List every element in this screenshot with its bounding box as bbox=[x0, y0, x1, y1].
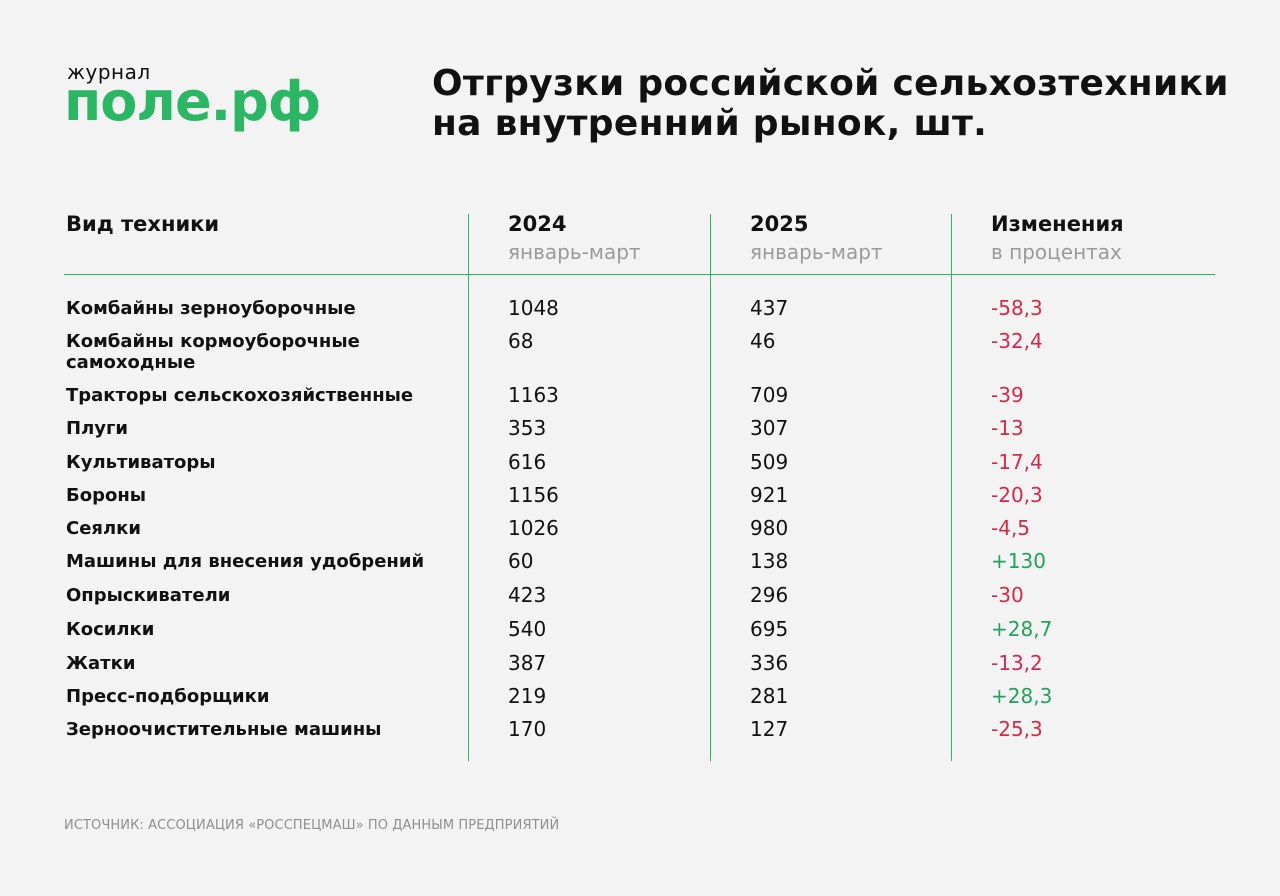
row-value-2025: 296 bbox=[750, 583, 789, 607]
row-equipment-name: Плуги bbox=[66, 418, 128, 439]
row-equipment-name: Зерноочистительные машины bbox=[66, 719, 382, 740]
row-equipment-name: Комбайны кормоуборочные самоходные bbox=[66, 331, 360, 373]
row-change-percent: -17,4 bbox=[991, 450, 1043, 474]
row-value-2025: 138 bbox=[750, 549, 789, 573]
row-value-2025: 127 bbox=[750, 717, 789, 741]
row-value-2025: 695 bbox=[750, 617, 789, 641]
row-value-2024: 540 bbox=[508, 617, 547, 641]
column-header-label: Вид техники bbox=[66, 212, 220, 236]
row-equipment-name: Бороны bbox=[66, 485, 147, 506]
row-value-2024: 387 bbox=[508, 651, 547, 675]
row-value-2024: 423 bbox=[508, 583, 547, 607]
column-header-label: 2025 bbox=[750, 212, 809, 236]
row-value-2024: 1026 bbox=[508, 516, 559, 540]
row-change-percent: +130 bbox=[991, 549, 1046, 573]
row-equipment-name: Тракторы сельскохозяйственные bbox=[66, 385, 414, 406]
column-divider bbox=[468, 214, 469, 761]
row-equipment-name: Опрыскиватели bbox=[66, 585, 231, 606]
row-equipment-name: Машины для внесения удобрений bbox=[66, 551, 425, 572]
row-change-percent: -4,5 bbox=[991, 516, 1031, 540]
page-title: Отгрузки российской сельхозтехники на вн… bbox=[432, 64, 1252, 144]
column-header-label: Изменения bbox=[991, 212, 1124, 236]
column-header-sublabel: январь-март bbox=[508, 240, 641, 264]
row-value-2025: 509 bbox=[750, 450, 789, 474]
row-equipment-name: Косилки bbox=[66, 619, 155, 640]
brand-logo-name: поле.рф bbox=[64, 70, 321, 133]
column-header-sublabel: январь-март bbox=[750, 240, 883, 264]
page-title-line1: Отгрузки российской сельхозтехники bbox=[432, 63, 1229, 104]
column-header-type: Вид техники bbox=[66, 211, 219, 237]
row-value-2024: 68 bbox=[508, 329, 534, 353]
column-header-2025: 2025 январь-март bbox=[750, 211, 883, 267]
row-change-percent: +28,7 bbox=[991, 617, 1053, 641]
column-header-label: 2024 bbox=[508, 212, 567, 236]
brand-logo: журнал поле.рф bbox=[64, 60, 354, 140]
row-equipment-name: Комбайны зерноуборочные bbox=[66, 298, 356, 319]
row-value-2025: 980 bbox=[750, 516, 789, 540]
row-change-percent: -58,3 bbox=[991, 296, 1043, 320]
row-equipment-name: Жатки bbox=[66, 653, 136, 674]
row-value-2025: 709 bbox=[750, 383, 789, 407]
row-change-percent: -13,2 bbox=[991, 651, 1043, 675]
column-header-sublabel: в процентах bbox=[991, 240, 1122, 264]
row-equipment-name: Пресс-подборщики bbox=[66, 686, 270, 707]
row-value-2024: 1048 bbox=[508, 296, 559, 320]
row-change-percent: +28,3 bbox=[991, 684, 1053, 708]
row-change-percent: -32,4 bbox=[991, 329, 1043, 353]
page-title-line2: на внутренний рынок, шт. bbox=[432, 103, 988, 144]
row-change-percent: -20,3 bbox=[991, 483, 1043, 507]
column-header-change: Изменения в процентах bbox=[991, 211, 1124, 267]
row-change-percent: -13 bbox=[991, 416, 1024, 440]
row-value-2025: 921 bbox=[750, 483, 789, 507]
row-value-2025: 281 bbox=[750, 684, 789, 708]
row-change-percent: -25,3 bbox=[991, 717, 1043, 741]
row-change-percent: -30 bbox=[991, 583, 1024, 607]
row-value-2025: 46 bbox=[750, 329, 776, 353]
column-divider bbox=[710, 214, 711, 761]
row-value-2024: 1163 bbox=[508, 383, 559, 407]
row-value-2024: 353 bbox=[508, 416, 547, 440]
row-value-2024: 219 bbox=[508, 684, 547, 708]
row-value-2024: 1156 bbox=[508, 483, 559, 507]
row-value-2024: 170 bbox=[508, 717, 547, 741]
row-value-2025: 437 bbox=[750, 296, 789, 320]
row-value-2024: 60 bbox=[508, 549, 534, 573]
column-divider bbox=[951, 214, 952, 761]
row-equipment-name: Культиваторы bbox=[66, 452, 216, 473]
source-note: ИСТОЧНИК: АССОЦИАЦИЯ «РОССПЕЦМАШ» ПО ДАН… bbox=[64, 818, 560, 833]
row-value-2025: 336 bbox=[750, 651, 789, 675]
column-header-2024: 2024 январь-март bbox=[508, 211, 641, 267]
row-value-2024: 616 bbox=[508, 450, 547, 474]
row-equipment-name: Сеялки bbox=[66, 518, 141, 539]
brand-logo-small-text: журнал bbox=[67, 60, 151, 84]
row-change-percent: -39 bbox=[991, 383, 1024, 407]
row-value-2025: 307 bbox=[750, 416, 789, 440]
header-divider bbox=[64, 274, 1215, 275]
